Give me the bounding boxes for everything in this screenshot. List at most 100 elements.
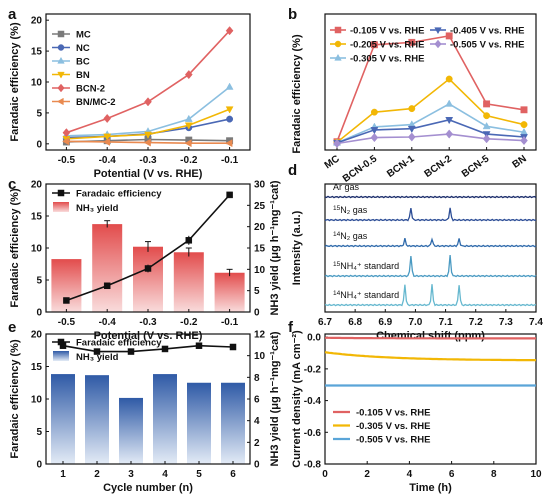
panel-d-x-tick-label: 7.3 (499, 317, 513, 328)
panel-f-x-tick-label: 10 (530, 469, 542, 480)
panel-a-x-tick-label: -0.2 (180, 155, 198, 166)
panel-a-legend-marker (56, 97, 64, 106)
panel-d-x-tick-label: 6.8 (348, 317, 362, 328)
panel-b-data-point (445, 99, 454, 107)
panel-a-legend-label: BN/MC-2 (76, 97, 116, 108)
panel-e-x-tick-label: 3 (128, 469, 134, 480)
panel-a-chart: -0.5 -0.4 -0.3 -0.2 -0.1 0 5 10 15 20 Potential (V… (9, 13, 251, 180)
panel-b-chart: MC BCN-0.5 BCN-1 BCN-2 BCN-5 BN Faradaic effic… (291, 13, 537, 185)
panel-c-legend-swatch (53, 202, 69, 212)
panel-b-legend-label: -0.505 V vs. RHE (450, 40, 524, 51)
panel-f-legend-label: -0.505 V vs. RHE (356, 435, 430, 446)
panel-a-data-point (225, 139, 233, 148)
panel-c-legend-label: NH₃ yield (76, 203, 119, 214)
panel-b-legend-label: -0.405 V vs. RHE (450, 26, 524, 37)
panel-d-plot-frame (324, 183, 537, 313)
panel-e-y-tick-label: 5 (36, 427, 42, 438)
panel-letter-d: d (288, 162, 297, 179)
panel-b-legend-marker (334, 26, 342, 34)
panel-d-spectrum (324, 284, 537, 307)
panel-b-data-point (520, 121, 528, 129)
panel-d-spectrum-label: 14NH₄⁺ standard (333, 290, 399, 300)
panel-e-bar (153, 374, 177, 464)
panel-e-y-tick-label: 0 (36, 460, 42, 471)
panel-e-right-axis: 0 2 4 6 8 10 12 (247, 330, 266, 471)
panel-e-right-y-tick-label: 10 (254, 351, 266, 362)
panel-b-data-point (370, 127, 379, 135)
panel-b-legend-marker (334, 40, 342, 48)
panel-a-data-point (62, 137, 70, 146)
panel-b-data-point (445, 117, 454, 125)
panel-a-data-point (102, 138, 111, 146)
panel-d-y-axis-title: Intensity (a.u.) (291, 210, 303, 285)
panel-b-series-line (336, 102, 525, 144)
panel-c-y-tick-label: 15 (31, 212, 43, 223)
panel-e-right-y-tick-label: 6 (254, 395, 260, 406)
panel-a-x-axis-title: Potential (V vs. RHE) (94, 168, 203, 180)
panel-letter-a: a (8, 6, 17, 23)
panel-e-legend-label: NH₃ yield (76, 352, 119, 363)
panel-d-x-axis-title: Chemical shift (ppm) (376, 330, 485, 342)
panel-letter-f: f (288, 319, 294, 336)
panel-e-right-y-tick-label: 0 (254, 460, 260, 471)
panel-b-data-point (483, 100, 491, 108)
panel-c-x-tick-label: -0.1 (221, 317, 239, 328)
panel-a-data-point (184, 70, 193, 80)
panel-c-fe-point (144, 265, 152, 272)
panel-a-legend-label: MC (76, 30, 91, 41)
panel-b-data-point (520, 135, 528, 146)
panel-c-x-tick-label: -0.5 (58, 317, 76, 328)
panel-a-legend-label: NC (76, 43, 90, 54)
panel-b-data-point (482, 121, 491, 130)
panel-c-right-axis: 0 5 10 15 20 25 30 (247, 180, 266, 319)
panel-d-x-tick-label: 7.1 (439, 317, 453, 328)
panel-b-data-point (408, 38, 416, 46)
panel-f-x-tick-label: 8 (491, 469, 497, 480)
panel-d-spectrum-label: 15N₂ gas (333, 205, 368, 215)
panel-d-x-tick-label: 6.7 (318, 317, 332, 328)
panel-c-right-y-tick-label: 15 (254, 244, 266, 255)
panel-c-y-tick-label: 0 (36, 308, 42, 319)
panel-c-fe-point (185, 237, 193, 244)
panel-b-data-point (482, 134, 491, 144)
panel-c-x-tick-label: -0.3 (139, 317, 157, 328)
panel-b-data-point (370, 108, 378, 116)
panel-a-data-point (144, 131, 152, 139)
panel-f-legend-label: -0.305 V vs. RHE (356, 421, 430, 432)
panel-b-legend-marker (434, 39, 442, 49)
panel-e-right-y-tick-label: 2 (254, 438, 260, 449)
panel-a-data-point (225, 82, 234, 90)
panel-c-right-y-tick-label: 10 (254, 265, 266, 276)
panel-a-y-axis-title: Faradaic efficiency (%) (9, 22, 21, 142)
panel-e-fe-point (93, 348, 101, 355)
panel-e-bar (187, 382, 211, 464)
panel-d-chart: 6.7 6.8 6.9 7.0 7.1 7.2 7.3 7.4 Chemical shift (… (291, 182, 543, 342)
panel-f-y-tick-label: -0.4 (304, 396, 322, 407)
panel-f-series-line (325, 336, 536, 340)
panel-e-y2-axis-title: NH3 yield (μg h⁻¹mg⁻¹cat) (269, 331, 281, 466)
panel-b-x-tick-label: MC (323, 153, 342, 171)
panel-a-y-tick-label: 5 (36, 108, 42, 119)
panel-e-fe-point (127, 348, 135, 355)
panel-e-legend-label: Faradaic efficiency (76, 338, 162, 349)
panel-c-right-y-tick-label: 0 (254, 308, 260, 319)
panel-f-chart: 0 2 4 6 8 10 0.0 -0.2 -0.4 -0.6 -0.8 Time (h) Curren… (291, 330, 542, 494)
panel-f-x-axis-title: Time (h) (409, 482, 452, 494)
panel-a-series-line (66, 30, 231, 134)
panel-c-bar (214, 272, 245, 312)
panel-b-data-point (407, 132, 416, 142)
panel-e-bar (51, 374, 75, 464)
panel-b-x-tick-label: BCN-5 (460, 153, 492, 180)
panel-a-legend-label: BN (76, 70, 90, 81)
panel-f-y-tick-label: -0.6 (304, 428, 322, 439)
panel-b-data-point (408, 105, 416, 113)
panel-b-x-tick-label: BN (511, 153, 529, 170)
panel-f-legend-label: -0.105 V vs. RHE (356, 408, 430, 419)
panel-c-fe-point (226, 191, 233, 199)
panel-a-legend-marker (57, 30, 65, 38)
panel-f-y-tick-label: -0.8 (304, 460, 322, 471)
panel-e-x-tick-label: 5 (196, 469, 202, 480)
panel-e-bar (119, 397, 143, 464)
